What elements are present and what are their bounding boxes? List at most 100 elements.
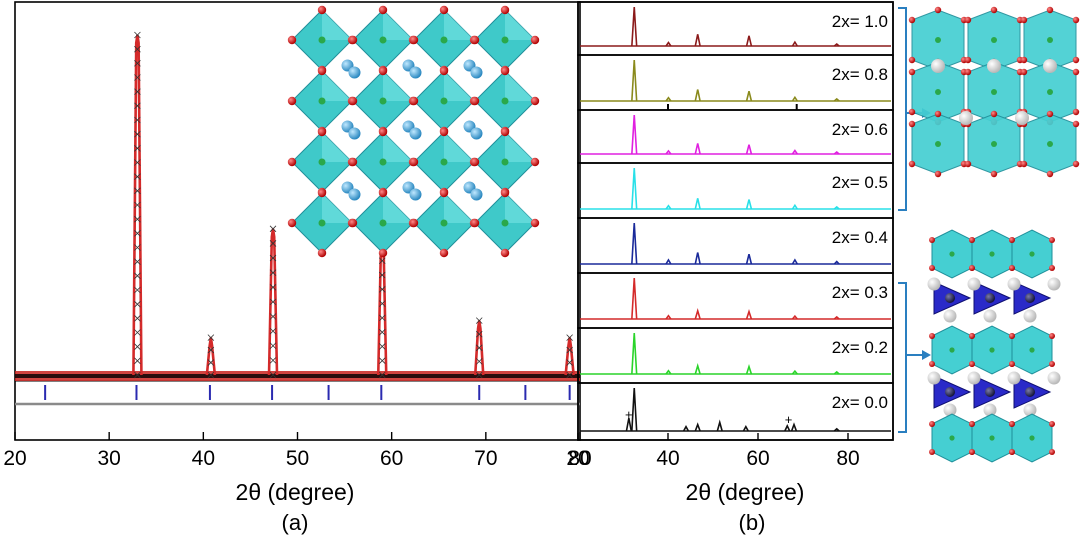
oxygen-atom: [287, 96, 297, 106]
octahedron-face: [322, 10, 352, 40]
b-site-atom: [949, 347, 955, 353]
oxygen-atom: [500, 127, 510, 137]
octahedron-face: [383, 10, 413, 40]
a-site-atom: [943, 403, 957, 417]
panel-a-observed-point: [134, 31, 141, 39]
b-site-atom: [991, 141, 997, 147]
panel-a: 20 30 40 50 60 70 80 2θ (degree) (a): [3, 1, 592, 535]
oxygen-atom: [969, 265, 975, 271]
oxygen-atom: [439, 66, 449, 76]
panel-a-observed-point: [269, 327, 277, 335]
b-site-atom: [989, 435, 995, 441]
panel-a-observed-point: [134, 357, 141, 365]
tetrahedral-atom: [1025, 293, 1035, 303]
oxygen-atom: [1020, 160, 1028, 168]
panel-a-peaks: [132, 31, 575, 379]
panel-b-peak: [694, 198, 701, 210]
panel-b-peak: [665, 41, 672, 47]
panel-b-label: (b): [739, 510, 766, 535]
a-site-atom: [348, 188, 361, 201]
b-site-atom: [501, 36, 509, 44]
panel-b-peak: [791, 258, 798, 265]
b-site-atom: [1029, 251, 1035, 257]
panel-a-observed-point: [134, 371, 141, 379]
layered-perovskite-structure-icon: [908, 6, 1080, 178]
oxygen-atom: [964, 68, 972, 76]
oxygen-atom: [530, 157, 540, 167]
b-site-atom: [1047, 37, 1053, 43]
b-site-atom: [935, 37, 941, 43]
panel-b-subplot: 2x= 0.4: [577, 217, 894, 274]
oxygen-atom: [378, 248, 388, 258]
oxygen-atom: [969, 237, 975, 243]
panel-a-x-tick-label: 70: [474, 447, 497, 470]
panel-b: 2x= 1.0 2x= 0.8 2x= 0.6 2x= 0.5 2x= 0.4 2x= 0…: [566, 1, 894, 535]
oxygen-atom: [500, 5, 510, 15]
oxygen-atom: [1072, 68, 1080, 76]
panel-b-peak: [665, 96, 672, 102]
panel-a-observed-point: [475, 330, 483, 338]
oxygen-atom: [1009, 421, 1015, 427]
b-site-atom: [318, 97, 326, 105]
panel-a-observed-point: [134, 329, 141, 336]
panel-b-peak: [682, 425, 690, 432]
oxygen-atom: [1049, 237, 1055, 243]
b-site-atom: [440, 36, 448, 44]
b-site-atom: [379, 219, 387, 227]
a-site-atom: [987, 59, 1001, 73]
panel-b-xlabel: 2θ (degree): [686, 479, 805, 505]
panel-b-x-tick-label: 40: [656, 447, 679, 470]
panel-a-observed-point: [378, 314, 386, 322]
panel-b-peak: [665, 314, 672, 320]
panel-a-x-tick-label: 80: [568, 447, 591, 470]
octahedron-face: [322, 71, 352, 101]
oxygen-atom: [990, 110, 998, 118]
a-site-atom: [967, 371, 981, 385]
panel-a-observed-point: [134, 102, 141, 110]
panel-b-peak: [791, 95, 798, 102]
panel-a-background-black: [15, 374, 580, 378]
oxygen-atom: [1049, 449, 1055, 455]
b-site-atom: [379, 97, 387, 105]
panel-b-peak: [790, 422, 798, 432]
panel-b-subplot: 2x= 1.0: [577, 1, 894, 56]
panel-a-observed-point: [378, 371, 386, 379]
panel-b-peak: [791, 314, 798, 320]
oxygen-atom: [287, 157, 297, 167]
panel-b-x-tick-label: 20: [566, 447, 589, 470]
panel-a-observed-point: [475, 358, 483, 365]
b-site-atom: [440, 219, 448, 227]
panel-a-observed-point: [134, 159, 141, 166]
octahedron-face: [444, 193, 474, 223]
oxygen-atom: [908, 68, 916, 76]
panel-a-observed-point: [475, 317, 483, 324]
panel-a-x-tick-label: 40: [192, 447, 215, 470]
a-site-atom: [983, 403, 997, 417]
a-site-atom: [1047, 277, 1061, 291]
panel-b-subplot-frame: [577, 382, 894, 441]
panel-a-observed-point: [134, 145, 141, 152]
a-site-atom: [348, 127, 361, 140]
panel-a-observed-point: [269, 254, 277, 262]
oxygen-atom: [287, 35, 297, 45]
panel-a-observed-point: [134, 286, 141, 294]
oxygen-atom: [1009, 237, 1015, 243]
octahedron-face: [383, 71, 413, 101]
panel-a-observed-point: [566, 371, 573, 379]
oxygen-atom: [1049, 265, 1055, 271]
oxygen-atom: [378, 188, 388, 198]
panel-b-peak: [631, 167, 638, 210]
oxygen-atom: [470, 35, 480, 45]
panel-a-observed-point: [269, 313, 277, 320]
oxygen-atom: [990, 170, 998, 178]
panel-a-observed-point: [134, 74, 141, 81]
oxygen-atom: [969, 449, 975, 455]
tetrahedral-atom: [985, 387, 995, 397]
panel-b-peak: [791, 369, 798, 375]
panel-a-observed-point: [134, 130, 141, 138]
b-site-atom: [949, 435, 955, 441]
panel-a-observed-point: [134, 343, 141, 350]
a-site-atom: [470, 66, 483, 79]
panel-b-peak: [742, 425, 749, 432]
oxygen-atom: [439, 5, 449, 15]
